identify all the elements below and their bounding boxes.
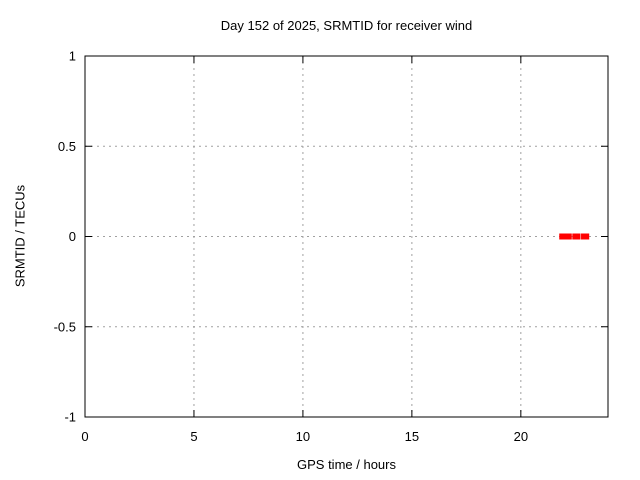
x-tick-label-15: 15: [405, 429, 419, 444]
x-tick-label-10: 10: [296, 429, 310, 444]
y-tick-label-1: 1: [69, 49, 76, 64]
y-tick-label--1: -1: [64, 410, 76, 425]
x-axis-label: GPS time / hours: [297, 457, 396, 472]
y-tick-label-0: 0: [69, 229, 76, 244]
chart-title: Day 152 of 2025, SRMTID for receiver win…: [220, 18, 473, 33]
data-point-SRMTID-3: [565, 233, 572, 240]
x-tick-label-5: 5: [190, 429, 197, 444]
y-tick-label-0.5: 0.5: [58, 139, 76, 154]
x-tick-label-20: 20: [514, 429, 528, 444]
x-tick-label-0: 0: [81, 429, 88, 444]
data-point-SRMTID-7: [583, 233, 590, 240]
plot-border: [84, 55, 609, 418]
data-point-SRMTID-5: [574, 233, 581, 240]
y-tick-label--0.5: -0.5: [54, 319, 76, 334]
